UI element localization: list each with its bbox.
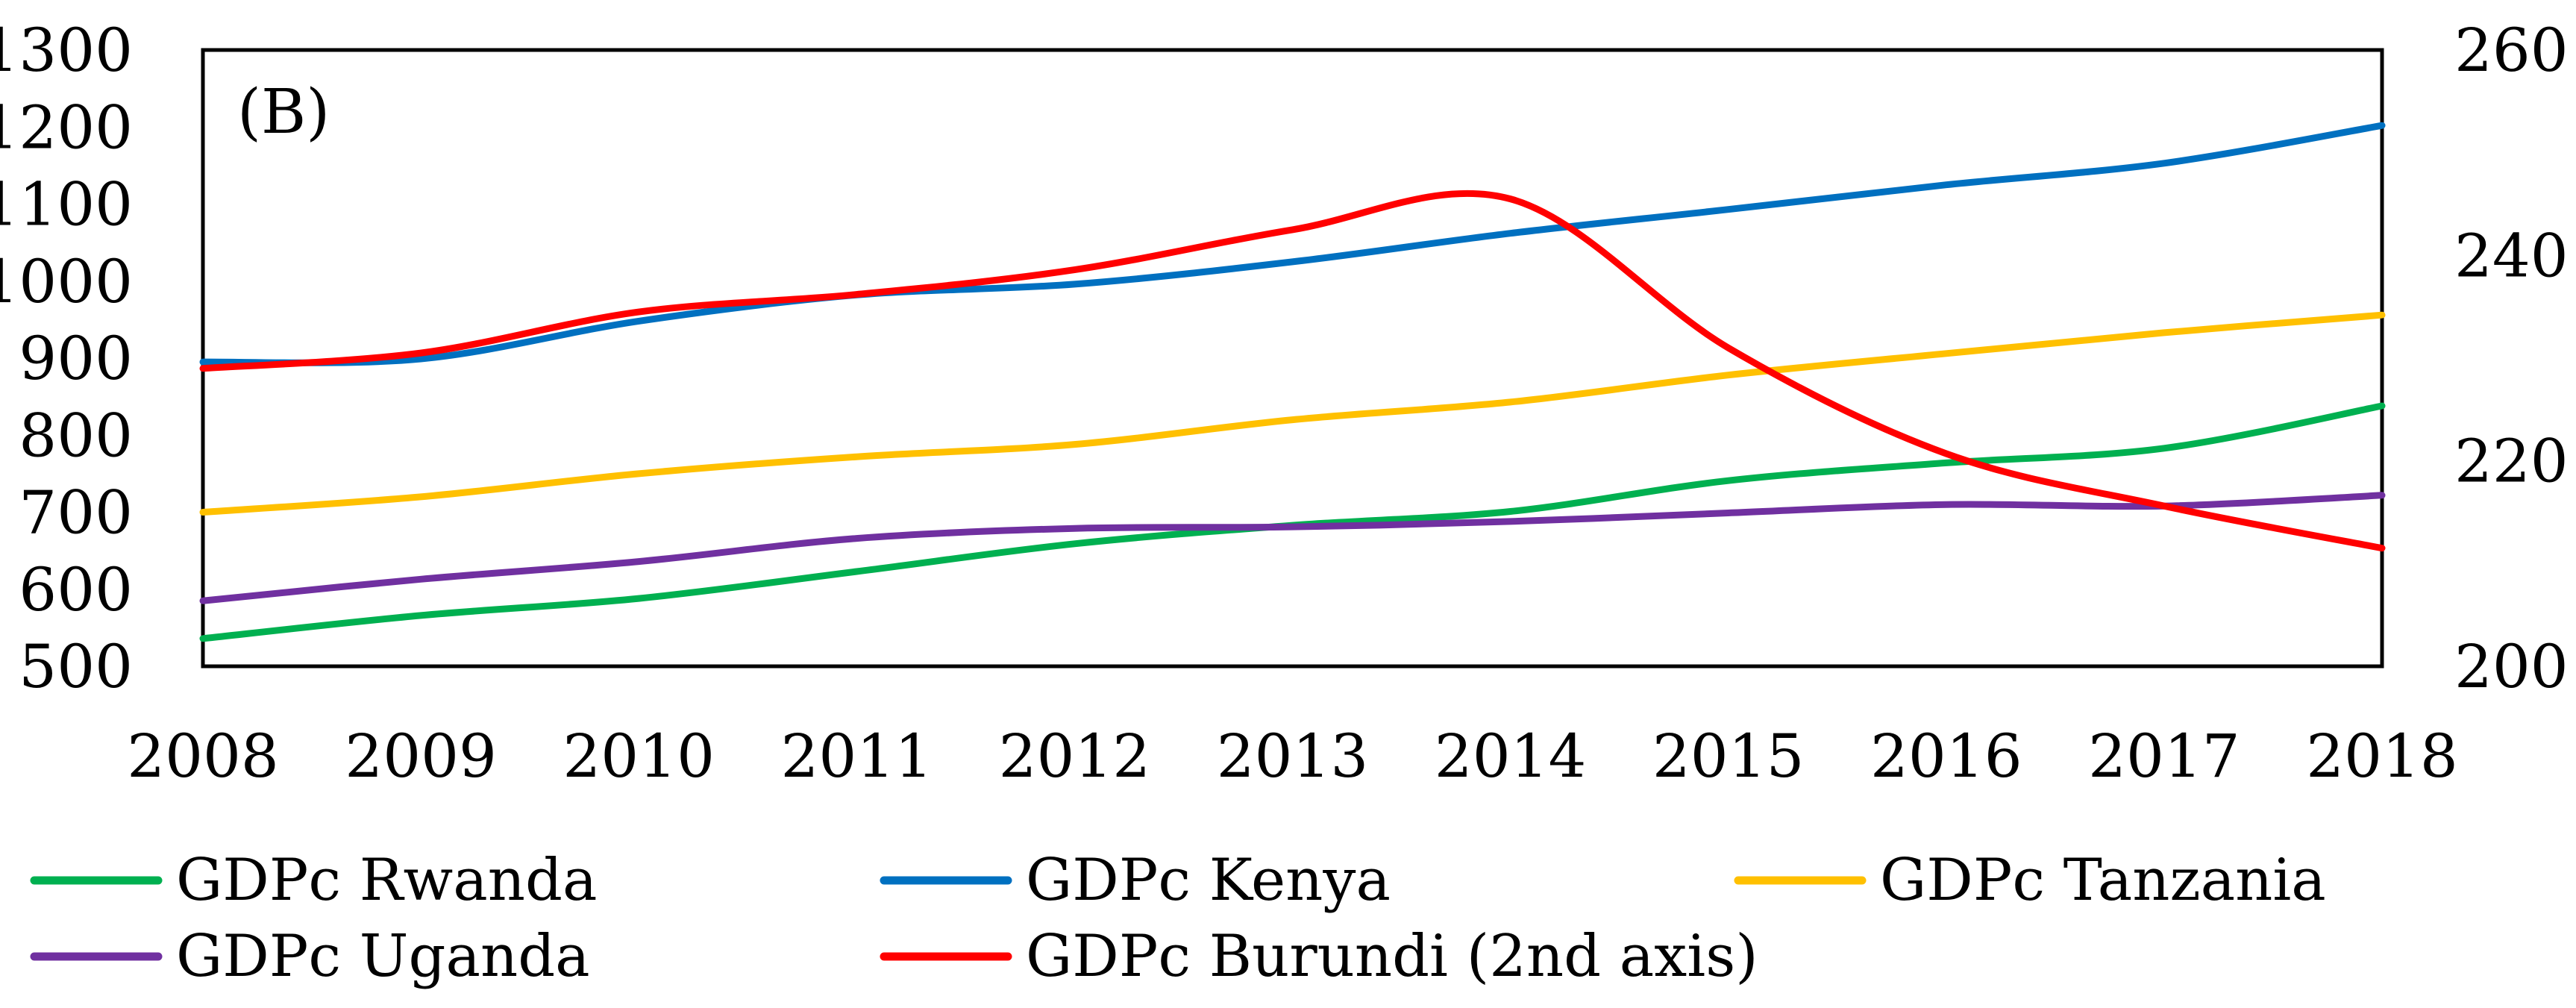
x-axis-tick-label: 2013 xyxy=(1217,721,1369,791)
legend-label-gdpc-uganda: GDPc Uganda xyxy=(176,923,590,990)
x-axis-tick-label: 2015 xyxy=(1652,721,1805,791)
x-axis-tick-label: 2008 xyxy=(127,721,279,791)
left-axis-tick-label: 1100 xyxy=(0,170,133,240)
x-axis-tick-label: 2012 xyxy=(999,721,1151,791)
series-line-gdpc-tanzania xyxy=(199,311,2386,516)
x-axis-tick-label: 2011 xyxy=(781,721,933,791)
left-axis-tick-label: 1200 xyxy=(0,93,133,162)
x-axis-tick-label: 2009 xyxy=(345,721,497,791)
series-line-gdpc-burundi-2nd-axis xyxy=(199,190,2386,552)
x-axis-tick-label: 2018 xyxy=(2306,721,2458,791)
legend-label-gdpc-tanzania: GDPc Tanzania xyxy=(1880,847,2326,914)
left-axis-tick-label: 600 xyxy=(19,555,133,624)
left-axis-tick-label: 800 xyxy=(19,401,133,470)
legend-label-gdpc-burundi-2nd-axis: GDPc Burundi (2nd axis) xyxy=(1026,923,1758,990)
x-axis-tick-label: 2010 xyxy=(562,721,715,791)
right-axis-tick-label: 240 xyxy=(2454,221,2569,290)
right-axis-tick-label: 220 xyxy=(2454,427,2569,496)
plot-border xyxy=(201,48,2384,669)
series-line-gdpc-kenya xyxy=(199,122,2386,366)
left-axis-tick-label: 500 xyxy=(19,632,133,701)
right-axis-tick-label: 200 xyxy=(2454,632,2569,701)
left-axis-tick-label: 700 xyxy=(19,478,133,548)
left-axis-tick-label: 900 xyxy=(19,324,133,393)
series-line-gdpc-uganda xyxy=(199,492,2386,604)
right-axis-tick-label: 260 xyxy=(2454,16,2569,85)
left-axis-tick-label: 1300 xyxy=(0,16,133,85)
legend-label-gdpc-rwanda: GDPc Rwanda xyxy=(176,847,597,914)
x-axis-tick-label: 2014 xyxy=(1435,721,1587,791)
x-axis-tick-label: 2017 xyxy=(2088,721,2240,791)
x-axis-tick-label: 2016 xyxy=(1870,721,2022,791)
panel-label: (B) xyxy=(237,77,330,148)
legend-label-gdpc-kenya: GDPc Kenya xyxy=(1026,847,1391,914)
